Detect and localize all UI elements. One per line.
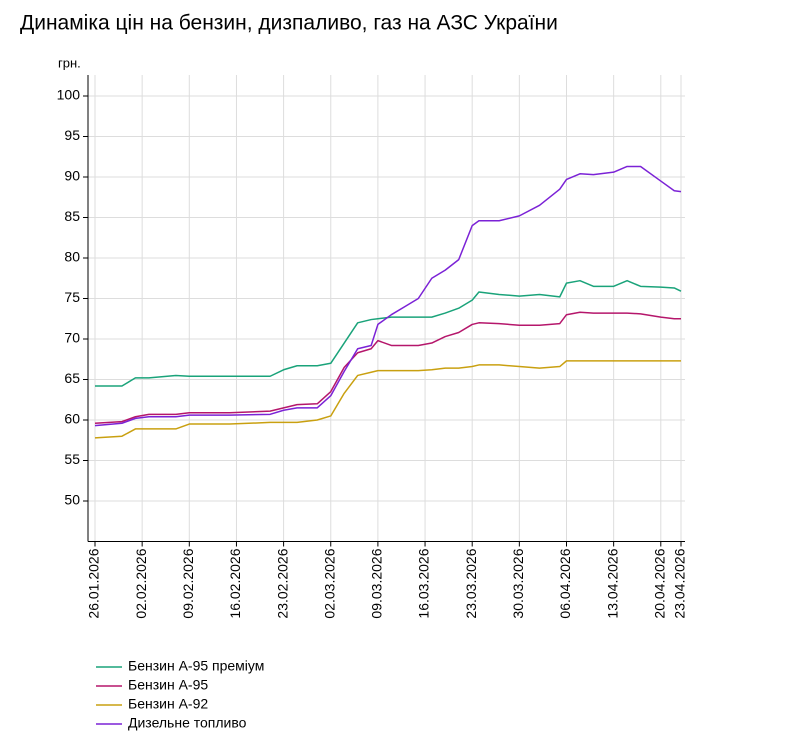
x-tick-label: 16.02.2026 xyxy=(227,548,243,618)
legend-label: Дизельне топливо xyxy=(128,715,247,731)
x-tick-label: 02.03.2026 xyxy=(321,548,337,618)
x-tick-label: 02.02.2026 xyxy=(133,548,149,618)
line-series xyxy=(94,360,681,439)
line-series xyxy=(95,279,682,387)
y-tick-label: 60 xyxy=(64,411,80,427)
x-tick-label: 23.03.2026 xyxy=(463,548,479,618)
x-tick-label: 23.04.2026 xyxy=(672,548,688,618)
y-tick-label: 90 xyxy=(64,168,80,184)
x-tick-label: 13.04.2026 xyxy=(604,548,620,618)
y-tick-label: 100 xyxy=(57,87,81,103)
x-tick-label: 20.04.2026 xyxy=(651,548,667,618)
legend-label: Бензин А-95 преміум xyxy=(128,658,264,674)
y-tick-label: 75 xyxy=(64,289,80,305)
legend-label: Бензин А-95 xyxy=(128,677,208,693)
x-tick-label: 26.01.2026 xyxy=(86,548,102,618)
x-tick-label: 23.02.2026 xyxy=(274,548,290,618)
y-tick-label: 50 xyxy=(64,492,80,508)
x-tick-label: 16.03.2026 xyxy=(416,548,432,618)
x-tick-label: 09.03.2026 xyxy=(369,548,385,618)
x-tick-label: 06.04.2026 xyxy=(557,548,573,618)
chart-title: Динаміка цін на бензин, дизпаливо, газ н… xyxy=(20,12,558,35)
y-tick-label: 80 xyxy=(64,249,80,265)
y-axis-label: грн. xyxy=(58,55,81,70)
line-series xyxy=(94,311,681,424)
x-tick-label: 09.02.2026 xyxy=(180,548,196,618)
line-series xyxy=(94,165,682,427)
y-tick-label: 55 xyxy=(64,451,80,467)
y-tick-label: 95 xyxy=(64,127,80,143)
y-tick-label: 85 xyxy=(64,208,80,224)
legend-label: Бензин А-92 xyxy=(128,696,208,712)
y-tick-label: 65 xyxy=(64,370,80,386)
y-tick-label: 70 xyxy=(64,330,80,346)
x-tick-label: 30.03.2026 xyxy=(510,548,526,618)
